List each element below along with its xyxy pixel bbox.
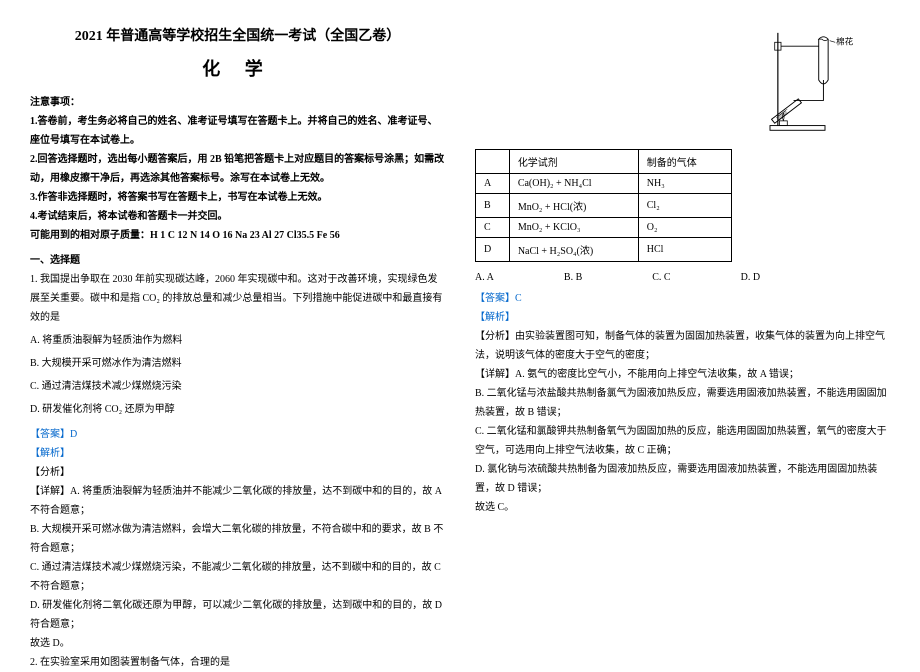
q2-exp-c: C. 二氧化锰和氯酸钾共热制备氧气为固固加热的反应，能选用固固加热装置，氧气的密… xyxy=(475,422,890,460)
row-key: A xyxy=(476,174,510,194)
q2-answer: 【答案】C xyxy=(475,289,890,308)
row-reagent: Ca(OH)₂ + NH₄Cl xyxy=(509,174,638,194)
row-gas: HCl xyxy=(638,238,732,262)
q1-exp-a: 【详解】A. 将重质油裂解为轻质油并不能减少二氧化碳的排放量，达不到碳中和的目的… xyxy=(30,482,445,520)
apparatus-icon: 棉花 xyxy=(760,25,890,135)
q2-choice-d: D. D xyxy=(741,272,760,283)
q1-answer: 【答案】D xyxy=(30,425,445,444)
exam-title: 2021 年普通高等学校招生全国统一考试（全国乙卷） xyxy=(30,25,445,45)
q2-choice-a: A. A xyxy=(475,272,494,283)
q1-exp-d: D. 研发催化剂将二氧化碳还原为甲醇，可以减少二氧化碳的排放量，达到碳中和的目的… xyxy=(30,596,445,634)
note-4: 4.考试结束后，将本试卷和答题卡一并交回。 xyxy=(30,207,445,226)
q1-option-a: A. 将重质油裂解为轻质油作为燃料 xyxy=(30,331,445,350)
row-gas: Cl₂ xyxy=(638,194,732,218)
table-col-reagent: 化学试剂 xyxy=(509,150,638,174)
q2-fenxi: 【分析】由实验装置图可知，制备气体的装置为固固加热装置，收集气体的装置为向上排空… xyxy=(475,327,890,365)
q1-exp-b: B. 大规模开采可燃冰做为清洁燃料，会增大二氧化碳的排放量，不符合碳中和的要求，… xyxy=(30,520,445,558)
row-key: B xyxy=(476,194,510,218)
q1-fenxi-label: 【分析】 xyxy=(30,463,445,482)
table-col-gas: 制备的气体 xyxy=(638,150,732,174)
q1-option-d: D. 研发催化剂将 CO₂ 还原为甲醇 xyxy=(30,400,445,419)
row-gas: NH₃ xyxy=(638,174,732,194)
row-reagent: MnO₂ + KClO₃ xyxy=(509,218,638,238)
left-column: 2021 年普通高等学校招生全国统一考试（全国乙卷） 化 学 注意事项： 1.答… xyxy=(30,25,445,626)
reagent-table: 化学试剂 制备的气体 A Ca(OH)₂ + NH₄Cl NH₃ B MnO₂ … xyxy=(475,149,732,262)
right-column: 棉花 化学试剂 制备的气体 A Ca(OH)₂ + NH₄Cl NH₃ B xyxy=(475,25,890,626)
q2-stem: 2. 在实验室采用如图装置制备气体，合理的是 xyxy=(30,653,445,672)
notes-heading: 注意事项： xyxy=(30,93,445,112)
table-row: B MnO₂ + HCl(浓) Cl₂ xyxy=(476,194,732,218)
q2-exp-d: D. 氯化钠与浓硫酸共热制备为固液加热反应，需要选用固液加热装置，不能选用固固加… xyxy=(475,460,890,498)
q1-option-b: B. 大规模开采可燃冰作为清洁燃料 xyxy=(30,354,445,373)
table-blank-header xyxy=(476,150,510,174)
q2-exp-b: B. 二氧化锰与浓盐酸共热制备氯气为固液加热反应，需要选用固液加热装置，不能选用… xyxy=(475,384,890,422)
q2-jiexi-label: 【解析】 xyxy=(475,308,890,327)
q1-stem: 1. 我国提出争取在 2030 年前实现碳达峰，2060 年实现碳中和。这对于改… xyxy=(30,270,445,327)
q1-exp-select: 故选 D。 xyxy=(30,634,445,653)
q2-choice-c: C. C xyxy=(652,272,670,283)
note-3: 3.作答非选择题时，将答案书写在答题卡上，书写在本试卷上无效。 xyxy=(30,188,445,207)
q2-exp-a: 【详解】A. 氨气的密度比空气小，不能用向上排空气法收集，故 A 错误； xyxy=(475,365,890,384)
q1-jiexi-label: 【解析】 xyxy=(30,444,445,463)
atomic-masses: 可能用到的相对原子质量：H 1 C 12 N 14 O 16 Na 23 Al … xyxy=(30,226,445,245)
row-reagent: NaCl + H₂SO₄(浓) xyxy=(509,238,638,262)
q1-exp-c: C. 通过清洁煤技术减少煤燃烧污染，不能减少二氧化碳的排放量，达不到碳中和的目的… xyxy=(30,558,445,596)
note-1: 1.答卷前，考生务必将自己的姓名、准考证号填写在答题卡上。并将自己的姓名、准考证… xyxy=(30,112,445,150)
row-key: D xyxy=(476,238,510,262)
cotton-label: 棉花 xyxy=(836,36,854,47)
q2-exp-select: 故选 C。 xyxy=(475,498,890,517)
row-reagent: MnO₂ + HCl(浓) xyxy=(509,194,638,218)
note-2: 2.回答选择题时，选出每小题答案后，用 2B 铅笔把答题卡上对应题目的答案标号涂… xyxy=(30,150,445,188)
row-gas: O₂ xyxy=(638,218,732,238)
table-row: D NaCl + H₂SO₄(浓) HCl xyxy=(476,238,732,262)
q1-option-c: C. 通过清洁煤技术减少煤燃烧污染 xyxy=(30,377,445,396)
apparatus-figure: 棉花 xyxy=(475,25,890,141)
subject-title: 化 学 xyxy=(30,55,445,81)
q2-choice-b: B. B xyxy=(564,272,582,283)
q2-choices: A. A B. B C. C D. D xyxy=(475,272,890,283)
section-1-heading: 一、选择题 xyxy=(30,251,445,270)
table-row: A Ca(OH)₂ + NH₄Cl NH₃ xyxy=(476,174,732,194)
table-header-row: 化学试剂 制备的气体 xyxy=(476,150,732,174)
table-row: C MnO₂ + KClO₃ O₂ xyxy=(476,218,732,238)
row-key: C xyxy=(476,218,510,238)
